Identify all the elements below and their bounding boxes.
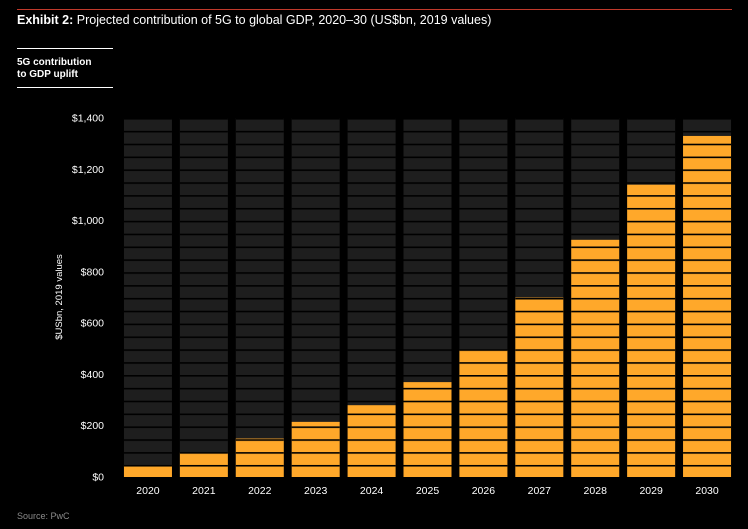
x-tick-label: 2024	[360, 485, 384, 497]
bar-stripes	[515, 118, 564, 477]
legend-top-rule	[17, 48, 113, 49]
chart-title: Exhibit 2: Projected contribution of 5G …	[17, 13, 491, 27]
legend-label: 5G contribution to GDP uplift	[17, 57, 91, 81]
y-tick-label: $1,200	[72, 164, 104, 176]
bar-stripes	[683, 118, 732, 477]
y-tick-label: $0	[92, 472, 104, 484]
legend-line-2: to GDP uplift	[17, 69, 78, 80]
x-tick-label: 2027	[528, 485, 552, 497]
x-tick-label: 2020	[136, 485, 160, 497]
y-tick-label: $200	[81, 420, 105, 432]
title-rule	[17, 9, 732, 10]
title-text: Projected contribution of 5G to global G…	[76, 13, 492, 27]
x-tick-label: 2028	[584, 485, 608, 497]
bar-stripes	[235, 118, 284, 477]
x-tick-label: 2025	[416, 485, 440, 497]
y-tick-label: $600	[81, 318, 105, 330]
y-tick-label: $800	[81, 266, 105, 278]
x-tick-label: 2026	[472, 485, 496, 497]
bar-stripes	[459, 118, 508, 477]
source-note: Source: PwC	[17, 511, 70, 521]
x-tick-label: 2029	[639, 485, 663, 497]
x-tick-label: 2030	[695, 485, 719, 497]
bar-stripes	[347, 118, 396, 477]
legend-bottom-rule	[17, 87, 113, 88]
y-tick-label: $400	[81, 369, 105, 381]
x-tick-label: 2022	[248, 485, 272, 497]
y-axis-label: $USbn, 2019 values	[54, 254, 65, 340]
axis-layer: $0 $200 $400 $600 $800 $1,000 $1,200 $1,400	[72, 113, 104, 484]
bar-stripes	[123, 118, 172, 477]
bar-stripes	[571, 118, 620, 477]
x-tick-label: 2021	[192, 485, 216, 497]
bar-stripes	[627, 118, 676, 477]
y-tick-label: $1,400	[72, 113, 104, 125]
exhibit-label: Exhibit 2:	[17, 13, 74, 27]
x-tick-label: 2023	[304, 485, 328, 497]
bar-layer: 2020 2021 2022 2023 2024 2025 2026 2027 2028 2029…	[123, 118, 732, 497]
y-tick-label: $1,000	[72, 215, 104, 227]
legend-line-1: 5G contribution	[17, 57, 92, 68]
bar-stripes	[291, 118, 340, 477]
bar-stripes	[179, 118, 228, 477]
bar-stripes	[403, 118, 452, 477]
